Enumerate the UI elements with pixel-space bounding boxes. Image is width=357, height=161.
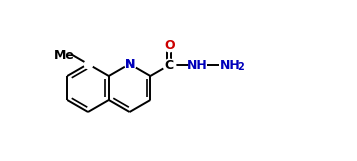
Text: C: C bbox=[165, 58, 174, 71]
Text: N: N bbox=[124, 57, 135, 71]
Text: NH: NH bbox=[187, 58, 208, 71]
Text: Me: Me bbox=[54, 48, 75, 62]
Text: 2: 2 bbox=[237, 62, 244, 72]
Text: O: O bbox=[164, 38, 175, 52]
Text: NH: NH bbox=[220, 58, 241, 71]
Text: N: N bbox=[124, 57, 135, 71]
